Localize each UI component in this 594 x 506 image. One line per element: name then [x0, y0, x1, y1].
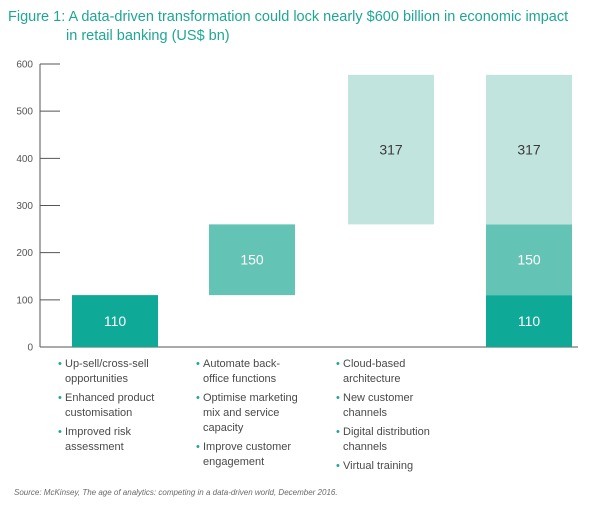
bar-value-label: 317	[379, 142, 403, 158]
bullet-text-line: Improved risk	[65, 426, 132, 438]
bullet-text-line: office functions	[203, 373, 277, 385]
bullet-text-line: mix and service	[203, 407, 280, 419]
bullet-item: New customer channels	[336, 391, 430, 421]
bullet-item: Up-sell/cross-sell opportunities	[58, 357, 154, 387]
bar-value-label: 150	[240, 252, 264, 268]
bullet-text-line: assessment	[65, 441, 124, 453]
bullet-text-line: Optimise marketing	[203, 392, 298, 404]
y-tick-label: 300	[16, 201, 33, 212]
bullet-item: Digital distribution channels	[336, 425, 430, 455]
bullet-text-line: New customer	[343, 392, 414, 404]
bullet-text-line: architecture	[343, 373, 401, 385]
bullet-item: Cloud-based architecture	[336, 357, 430, 387]
bullet-text-line: capacity	[203, 422, 244, 434]
title-line-2: in retail banking (US$ bn)	[66, 28, 230, 44]
bullet-text-line: customisation	[65, 407, 133, 419]
bullet-text-line: Virtual training	[343, 460, 414, 472]
title-line-1: Figure 1: A data-driven transformation c…	[8, 9, 569, 25]
bullet-column: Up-sell/cross-sell opportunities Enhanced …	[58, 357, 154, 459]
bullet-text-line: engagement	[203, 456, 265, 468]
bar-value-label: 317	[517, 142, 541, 158]
chart-title: Figure 1: A data-driven transformation c…	[8, 8, 588, 46]
bullet-item: Improve customer engagement	[196, 440, 298, 470]
bullet-column: Cloud-based architecture New customer chann…	[336, 357, 430, 478]
bullet-item: Improved risk assessment	[58, 425, 154, 455]
bullet-item: Enhanced product customisation	[58, 391, 154, 421]
bullet-text-line: Enhanced product	[65, 392, 155, 404]
bullet-text-line: channels	[343, 407, 388, 419]
bullet-text-line: channels	[343, 441, 388, 453]
bar-segment	[486, 295, 572, 347]
bullet-text-line: opportunities	[65, 373, 128, 385]
bullet-text-line: Automate back-	[203, 358, 281, 370]
y-tick-label: 500	[16, 107, 33, 118]
bullet-text-line: Up-sell/cross-sell	[65, 358, 149, 370]
y-tick-label: 200	[16, 248, 33, 259]
bar-segment	[348, 74, 434, 225]
source-note: Source: McKinsey, The age of analytics: …	[14, 488, 338, 497]
bar-value-label: 110	[104, 313, 127, 329]
bar-segment	[486, 74, 572, 225]
bar-segment	[72, 295, 158, 347]
bar-segment	[486, 224, 572, 296]
waterfall-chart: 0 100 200 300 400 500 600 110 150 317 110 150 317	[16, 60, 578, 354]
bullet-item: Automate back-office functions	[196, 357, 298, 387]
bullet-text-line: Digital distribution	[343, 426, 430, 438]
bullet-text-line: Improve customer	[203, 441, 292, 453]
y-tick-label: 600	[16, 60, 33, 71]
bar-value-label: 110	[518, 313, 541, 329]
bullet-item: Virtual training	[336, 459, 430, 474]
y-tick-label: 400	[16, 154, 33, 165]
y-tick-label: 100	[16, 295, 33, 306]
bar-segment	[209, 224, 295, 296]
bullet-item: Optimise marketing mix and service capacit…	[196, 391, 298, 436]
bar-value-label: 150	[517, 252, 541, 268]
bullet-column: Automate back-office functions Optimise m…	[196, 357, 298, 474]
bullet-text-line: Cloud-based	[343, 358, 406, 370]
y-tick-label: 0	[27, 343, 33, 354]
